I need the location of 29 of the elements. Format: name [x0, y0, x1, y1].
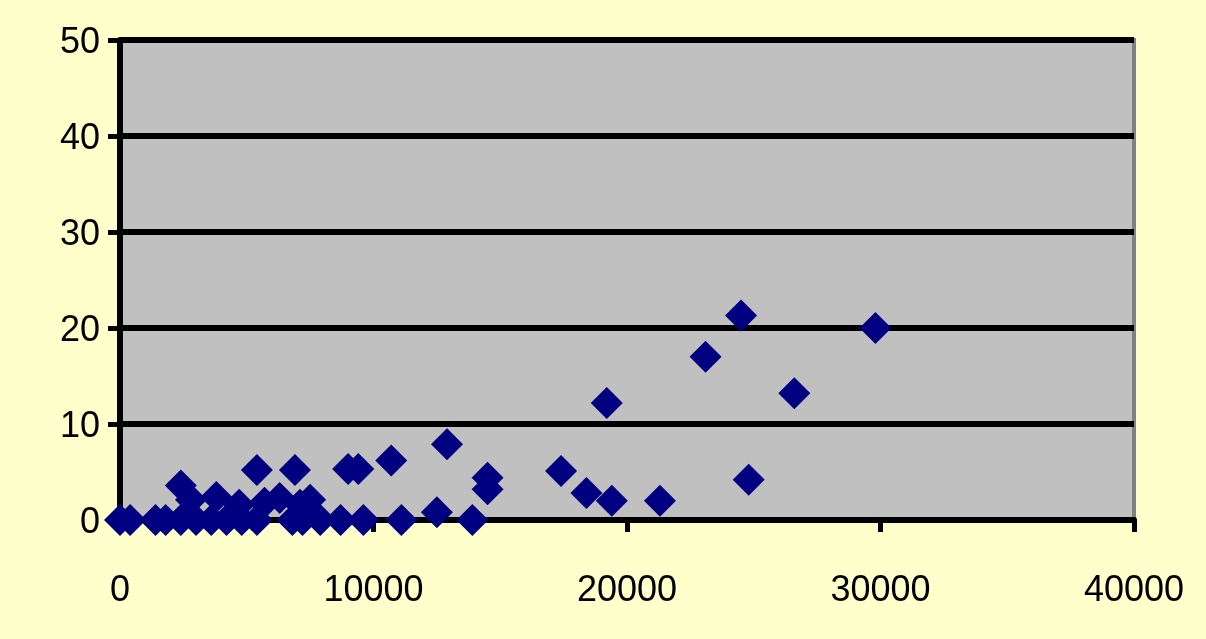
- y-tick-label: 50: [59, 19, 100, 61]
- point: [200, 480, 233, 513]
- point: [725, 299, 758, 332]
- point: [570, 477, 603, 510]
- point: [431, 428, 464, 461]
- point: [778, 377, 811, 410]
- y-tick-label: 40: [59, 115, 100, 157]
- point: [240, 454, 273, 487]
- point: [545, 455, 578, 488]
- x-tick-label: 0: [109, 567, 131, 609]
- point: [590, 386, 623, 419]
- point: [420, 496, 453, 529]
- point: [385, 504, 418, 536]
- x-tick-label: 40000: [1083, 567, 1185, 609]
- point: [859, 312, 892, 344]
- x-tick-label: 10000: [323, 567, 424, 609]
- y-tick-label: 30: [59, 211, 100, 253]
- point: [375, 444, 408, 477]
- point: [732, 463, 765, 496]
- point: [689, 340, 722, 373]
- point: [278, 454, 311, 487]
- y-tick-label: 20: [59, 307, 100, 349]
- point: [456, 504, 489, 536]
- y-tick-label: 10: [59, 403, 100, 445]
- point: [595, 484, 628, 517]
- point: [643, 484, 676, 517]
- x-tick-label: 20000: [576, 567, 678, 609]
- x-tick-label: 30000: [830, 567, 931, 609]
- y-tick-label: 0: [79, 499, 100, 541]
